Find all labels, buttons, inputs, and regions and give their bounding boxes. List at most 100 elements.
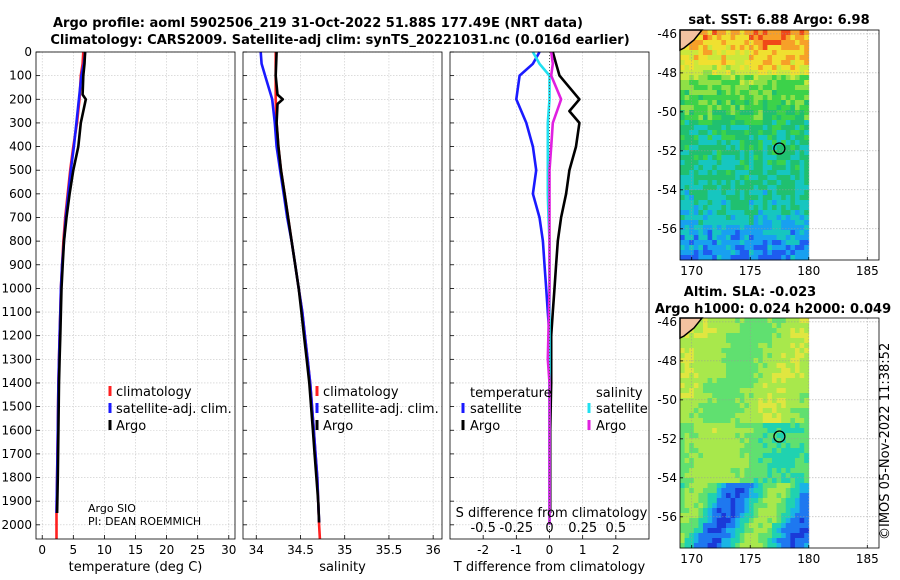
sla_map-cell: [698, 383, 704, 389]
sla_map-cell: [693, 438, 699, 444]
sla_map-cell: [725, 493, 731, 499]
sst_map-cell: [776, 30, 782, 36]
sla_map-cell: [712, 493, 718, 499]
sla_map-cell: [702, 418, 708, 424]
sla_map-cell: [804, 503, 810, 509]
sst_map-cell: [781, 200, 787, 206]
sla_map-cell: [698, 398, 704, 404]
sla_map-cell: [689, 408, 695, 414]
sst_map-cell: [799, 145, 805, 151]
sla_map-cell: [707, 468, 713, 474]
sst_map-cell: [721, 185, 727, 191]
sla_map-cell: [680, 453, 685, 459]
sla_map-cell: [804, 518, 810, 524]
sla_map-cell: [776, 528, 782, 534]
sla_map-cell: [758, 488, 764, 494]
sst_map-cell: [794, 60, 800, 66]
sst_map-cell: [735, 120, 741, 126]
sst_map-cell: [684, 90, 690, 96]
sst_map-cell: [785, 55, 791, 61]
sla_map-cell: [771, 483, 777, 489]
sla_map-cell: [725, 453, 731, 459]
sla_map-cell: [725, 488, 731, 494]
sla_map-cell: [716, 398, 722, 404]
sla_map-cell: [716, 478, 722, 484]
sla_map-cell: [762, 498, 768, 504]
sst_map-cell: [799, 175, 805, 181]
sla_map-cell: [721, 378, 727, 384]
sla_map-cell: [785, 508, 791, 514]
sla_map-y-tick-label: -54: [657, 471, 677, 485]
sla_map-cell: [753, 363, 759, 369]
sst_map-cell: [776, 220, 782, 226]
sst_map-cell: [702, 50, 708, 56]
sla_map-cell: [758, 328, 764, 334]
sla_map-cell: [730, 418, 736, 424]
sst_map-cell: [748, 220, 754, 226]
sst_map-cell: [758, 90, 764, 96]
sst_map-cell: [762, 160, 768, 166]
sla_map-cell: [689, 458, 695, 464]
sla_map-cell: [744, 478, 750, 484]
sla_map-cell: [725, 343, 731, 349]
sst_map-cell: [762, 220, 768, 226]
sla_map-cell: [725, 418, 731, 424]
sla_map-cell: [716, 458, 722, 464]
sst_map-cell: [790, 215, 796, 221]
sla_map-cell: [698, 468, 704, 474]
sst_map-cell: [680, 75, 685, 81]
sst_map-cell: [707, 185, 713, 191]
sla_map-cell: [758, 388, 764, 394]
sla_map-cell: [776, 443, 782, 449]
sla_map-cell: [744, 518, 750, 524]
sst_map-cell: [794, 235, 800, 241]
sst_map-cell: [748, 60, 754, 66]
sst_map-cell: [771, 55, 777, 61]
sla_map-cell: [702, 453, 708, 459]
sst_map-cell: [712, 205, 718, 211]
sla_map-cell: [794, 458, 800, 464]
sla_map-cell: [735, 398, 741, 404]
sla_map-cell: [748, 483, 754, 489]
sla_map-cell: [702, 318, 708, 324]
sla_map-cell: [748, 473, 754, 479]
sst_map-cell: [804, 105, 810, 111]
sst_map-cell: [707, 55, 713, 61]
sla_map-cell: [702, 438, 708, 444]
sst_map-cell: [785, 100, 791, 106]
sla_map-cell: [748, 418, 754, 424]
sst_map-cell: [716, 125, 722, 131]
sla_map-cell: [771, 338, 777, 344]
sst_map-cell: [693, 200, 699, 206]
sst_map-cell: [716, 155, 722, 161]
sla_map-cell: [799, 338, 805, 344]
sla_map-cell: [702, 413, 708, 419]
sst_map-cell: [781, 70, 787, 76]
sla_map-cell: [684, 368, 690, 374]
sst_map-cell: [781, 140, 787, 146]
sla_map-cell: [680, 423, 685, 429]
sst_map-cell: [693, 170, 699, 176]
sst_map-cell: [730, 55, 736, 61]
sla_map-cell: [748, 318, 754, 324]
sst_map-cell: [753, 170, 759, 176]
sst_map-cell: [744, 200, 750, 206]
sst_map-cell: [735, 35, 741, 41]
sst_map-cell: [785, 215, 791, 221]
sst_map-cell: [776, 200, 782, 206]
sla_map-cell: [707, 463, 713, 469]
sla_map-cell: [730, 458, 736, 464]
sst_map-cell: [702, 215, 708, 221]
sla_map-cell: [680, 393, 685, 399]
sst_map-cell: [771, 50, 777, 56]
sla_map-cell: [684, 408, 690, 414]
sst_map-cell: [785, 160, 791, 166]
sst_map-cell: [698, 255, 704, 261]
sla_map-cell: [730, 528, 736, 534]
temperature-y-tick-label: 900: [9, 258, 32, 272]
sla_map-cell: [794, 413, 800, 419]
sst_map-cell: [730, 205, 736, 211]
sla_map-cell: [767, 488, 773, 494]
sla_map-cell: [781, 383, 787, 389]
